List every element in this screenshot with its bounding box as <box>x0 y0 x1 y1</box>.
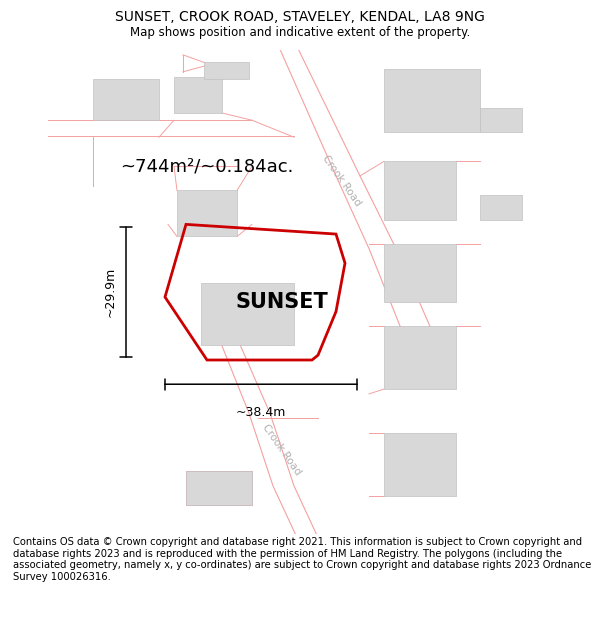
Polygon shape <box>384 69 480 132</box>
Text: Crook Road: Crook Road <box>261 422 303 477</box>
Text: ~38.4m: ~38.4m <box>236 406 286 419</box>
Text: SUNSET: SUNSET <box>236 292 328 312</box>
Text: SUNSET, CROOK ROAD, STAVELEY, KENDAL, LA8 9NG: SUNSET, CROOK ROAD, STAVELEY, KENDAL, LA… <box>115 10 485 24</box>
Polygon shape <box>174 77 222 113</box>
Polygon shape <box>177 191 237 236</box>
Text: Crook Road: Crook Road <box>321 154 363 208</box>
Text: Map shows position and indicative extent of the property.: Map shows position and indicative extent… <box>130 26 470 39</box>
Polygon shape <box>384 161 456 219</box>
Polygon shape <box>480 108 522 132</box>
Text: ~29.9m: ~29.9m <box>104 267 117 318</box>
Polygon shape <box>201 282 294 346</box>
Polygon shape <box>480 195 522 219</box>
Polygon shape <box>204 62 249 79</box>
Polygon shape <box>384 326 456 389</box>
Text: ~744m²/~0.184ac.: ~744m²/~0.184ac. <box>120 158 293 175</box>
Text: Contains OS data © Crown copyright and database right 2021. This information is : Contains OS data © Crown copyright and d… <box>13 537 592 582</box>
Polygon shape <box>384 432 456 496</box>
Polygon shape <box>186 471 252 505</box>
Polygon shape <box>93 79 159 120</box>
Polygon shape <box>384 244 456 302</box>
